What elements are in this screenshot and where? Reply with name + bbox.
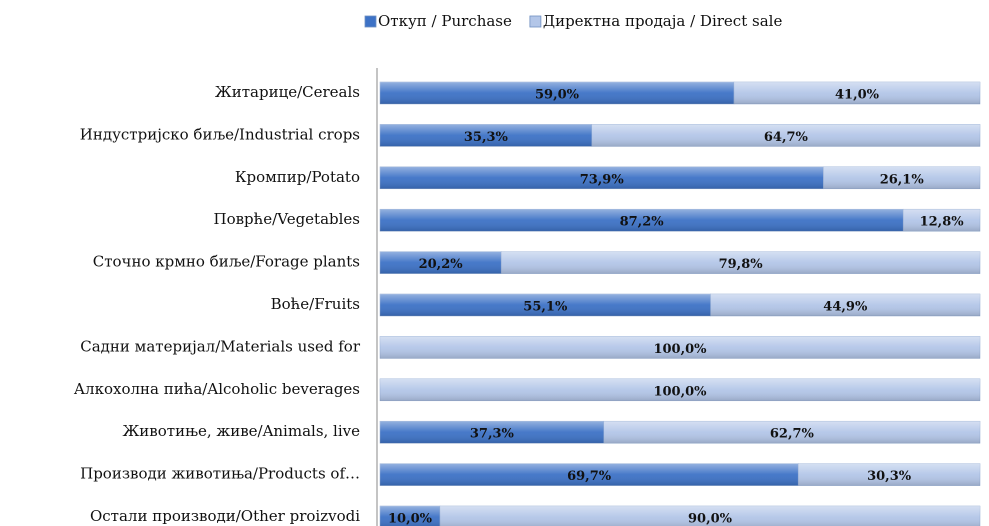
bar-shine bbox=[603, 421, 980, 444]
value-label: 100,0% bbox=[653, 384, 707, 399]
value-label: 69,7% bbox=[567, 469, 612, 484]
bar-shine bbox=[380, 124, 592, 147]
value-label: 41,0% bbox=[835, 88, 880, 103]
value-label: 100,0% bbox=[653, 342, 707, 357]
value-label: 10,0% bbox=[388, 512, 433, 526]
category-label: Животиње, живе/Animals, live bbox=[122, 422, 360, 440]
category-label: Житарице/Cereals bbox=[215, 83, 360, 101]
value-label: 64,7% bbox=[764, 130, 809, 145]
category-label: Индустријско биље/Industrial crops bbox=[80, 125, 360, 143]
value-label: 37,3% bbox=[470, 427, 515, 442]
bar-shine bbox=[440, 506, 980, 526]
legend-swatch bbox=[529, 15, 542, 28]
category-label: Кромпир/Potato bbox=[235, 168, 360, 186]
legend-label: Откуп / Purchase bbox=[378, 12, 512, 30]
bar-shine bbox=[823, 166, 980, 189]
legend-swatch bbox=[364, 15, 377, 28]
category-label: Поврће/Vegetables bbox=[213, 210, 360, 228]
bar-shine bbox=[380, 506, 440, 526]
bar-shine bbox=[734, 82, 980, 104]
value-label: 55,1% bbox=[523, 300, 568, 315]
value-label: 30,3% bbox=[867, 469, 912, 484]
value-label: 62,7% bbox=[770, 427, 815, 442]
value-label: 26,1% bbox=[880, 172, 925, 187]
value-label: 12,8% bbox=[920, 215, 965, 230]
value-label: 90,0% bbox=[688, 512, 733, 526]
bar-shine bbox=[380, 463, 799, 486]
bar-shine bbox=[380, 336, 980, 359]
bar-shine bbox=[380, 209, 904, 232]
bar-shine bbox=[501, 251, 980, 274]
bar-shine bbox=[710, 294, 980, 316]
value-label: 35,3% bbox=[464, 130, 509, 145]
category-label: Алкохолна пића/Alcoholic beverages bbox=[74, 380, 360, 398]
bar-shine bbox=[380, 421, 604, 444]
bar-shine bbox=[380, 378, 980, 401]
category-label: Садни материјал/Materials used for bbox=[80, 337, 361, 355]
value-label: 20,2% bbox=[419, 257, 464, 272]
value-label: 59,0% bbox=[535, 88, 580, 103]
category-label: Воће/Fruits bbox=[271, 295, 360, 313]
legend-label: Директна продаја / Direct sale bbox=[543, 12, 783, 30]
value-label: 79,8% bbox=[719, 257, 764, 272]
category-label: Сточно крмно биље/Forage plants bbox=[93, 253, 360, 271]
value-label: 87,2% bbox=[620, 215, 665, 230]
bar-shine bbox=[903, 209, 980, 232]
value-label: 73,9% bbox=[580, 172, 625, 187]
bar-shine bbox=[591, 124, 980, 147]
bar-shine bbox=[380, 294, 711, 316]
bar-shine bbox=[380, 251, 502, 274]
category-label: Остали производи/Other proizvodi bbox=[90, 507, 360, 525]
value-label: 44,9% bbox=[823, 300, 868, 315]
category-label: Производи животиња/Products of… bbox=[80, 465, 360, 483]
bar-shine bbox=[380, 82, 734, 104]
bar-shine bbox=[798, 463, 980, 486]
bar-shine bbox=[380, 166, 824, 189]
